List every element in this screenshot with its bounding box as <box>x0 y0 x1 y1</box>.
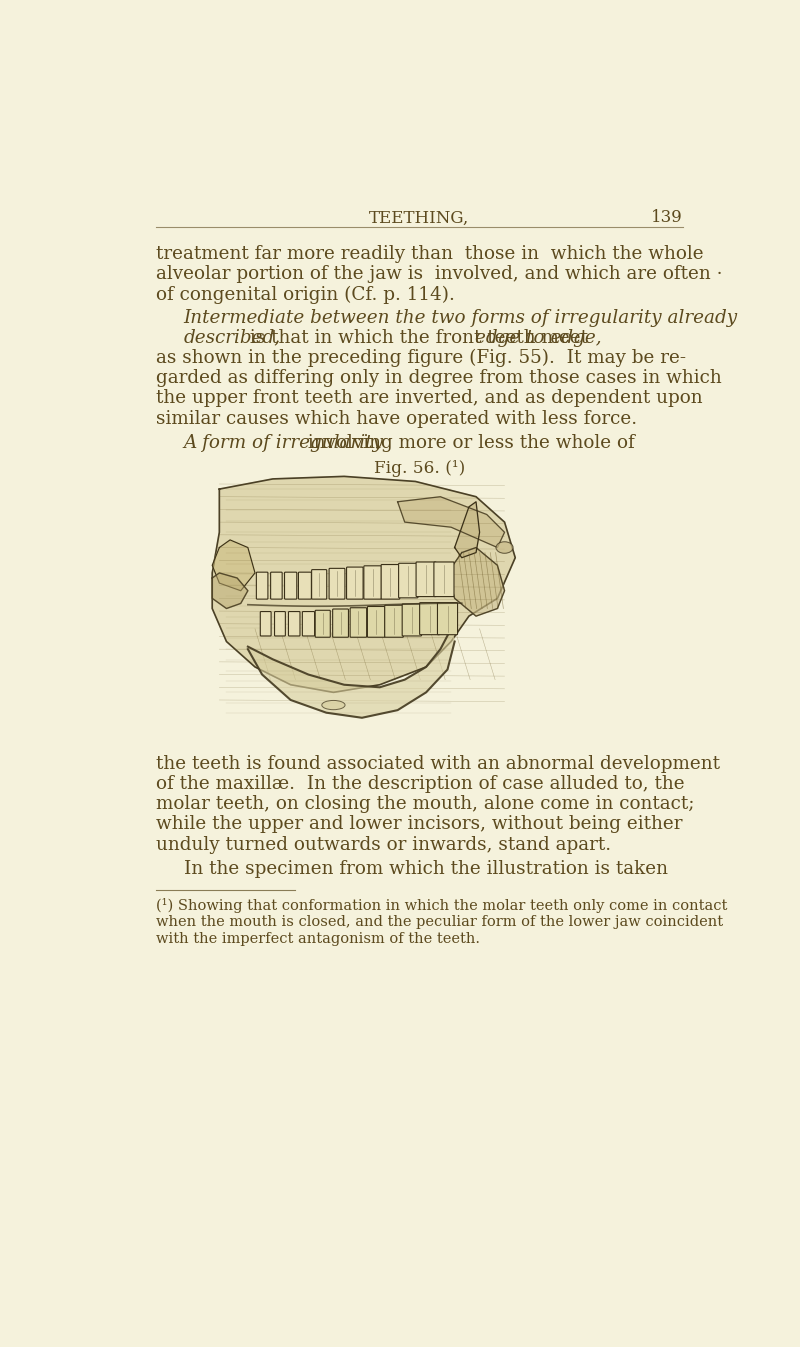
FancyBboxPatch shape <box>333 609 349 637</box>
FancyBboxPatch shape <box>434 562 454 597</box>
FancyBboxPatch shape <box>438 602 458 634</box>
FancyBboxPatch shape <box>398 563 418 598</box>
FancyBboxPatch shape <box>381 564 400 599</box>
FancyBboxPatch shape <box>285 572 297 599</box>
FancyBboxPatch shape <box>416 562 436 597</box>
Text: involving more or less the whole of: involving more or less the whole of <box>302 434 634 451</box>
Text: unduly turned outwards or inwards, stand apart.: unduly turned outwards or inwards, stand… <box>156 835 611 854</box>
FancyBboxPatch shape <box>270 572 282 599</box>
Text: the upper front teeth are inverted, and as dependent upon: the upper front teeth are inverted, and … <box>156 389 702 407</box>
FancyBboxPatch shape <box>350 607 366 637</box>
Text: of congenital origin (Cf. p. 114).: of congenital origin (Cf. p. 114). <box>156 286 454 303</box>
Polygon shape <box>248 629 454 718</box>
Text: similar causes which have operated with less force.: similar causes which have operated with … <box>156 409 637 427</box>
FancyBboxPatch shape <box>256 572 268 599</box>
Text: garded as differing only in degree from those cases in which: garded as differing only in degree from … <box>156 369 722 387</box>
FancyBboxPatch shape <box>274 612 286 636</box>
Text: 139: 139 <box>651 209 683 226</box>
Text: (¹) Showing that conformation in which the molar teeth only come in contact: (¹) Showing that conformation in which t… <box>156 898 727 913</box>
Polygon shape <box>447 547 505 616</box>
Polygon shape <box>212 540 255 591</box>
FancyBboxPatch shape <box>329 568 345 599</box>
Polygon shape <box>454 502 479 558</box>
Polygon shape <box>212 572 248 609</box>
Text: while the upper and lower incisors, without being either: while the upper and lower incisors, with… <box>156 815 682 834</box>
FancyBboxPatch shape <box>298 572 311 599</box>
FancyBboxPatch shape <box>260 612 271 636</box>
Text: TEETHING,: TEETHING, <box>369 209 470 226</box>
Text: Intermediate between the two forms of irregularity already: Intermediate between the two forms of ir… <box>184 308 738 326</box>
FancyBboxPatch shape <box>385 605 403 637</box>
Text: edge to edge,: edge to edge, <box>475 329 602 346</box>
FancyBboxPatch shape <box>364 566 382 599</box>
FancyBboxPatch shape <box>402 603 422 636</box>
Text: the teeth is found associated with an abnormal development: the teeth is found associated with an ab… <box>156 754 720 773</box>
FancyBboxPatch shape <box>346 567 363 599</box>
FancyBboxPatch shape <box>289 612 300 636</box>
Text: In the specimen from which the illustration is taken: In the specimen from which the illustrat… <box>184 859 668 878</box>
Ellipse shape <box>496 541 513 554</box>
FancyBboxPatch shape <box>315 610 330 637</box>
Text: as shown in the preceding figure (Fig. 55).  It may be re-: as shown in the preceding figure (Fig. 5… <box>156 349 686 368</box>
Text: with the imperfect antagonism of the teeth.: with the imperfect antagonism of the tee… <box>156 932 480 946</box>
Polygon shape <box>212 477 515 692</box>
Text: Fig. 56. (¹): Fig. 56. (¹) <box>374 461 465 477</box>
Text: of the maxillæ.  In the description of case alluded to, the: of the maxillæ. In the description of ca… <box>156 775 685 793</box>
Text: described,: described, <box>184 329 281 346</box>
Ellipse shape <box>322 700 345 710</box>
Text: A form of irregularity: A form of irregularity <box>184 434 383 451</box>
Text: when the mouth is closed, and the peculiar form of the lower jaw coincident: when the mouth is closed, and the peculi… <box>156 915 723 929</box>
FancyBboxPatch shape <box>367 606 385 637</box>
Polygon shape <box>398 497 505 547</box>
Text: molar teeth, on closing the mouth, alone come in contact;: molar teeth, on closing the mouth, alone… <box>156 795 694 814</box>
Text: is that in which the front teeth meet: is that in which the front teeth meet <box>244 329 594 346</box>
Text: treatment far more readily than  those in  which the whole: treatment far more readily than those in… <box>156 245 703 263</box>
FancyBboxPatch shape <box>420 602 440 634</box>
FancyBboxPatch shape <box>302 612 314 636</box>
Text: alveolar portion of the jaw is  involved, and which are often ·: alveolar portion of the jaw is involved,… <box>156 265 722 283</box>
FancyBboxPatch shape <box>312 570 326 599</box>
